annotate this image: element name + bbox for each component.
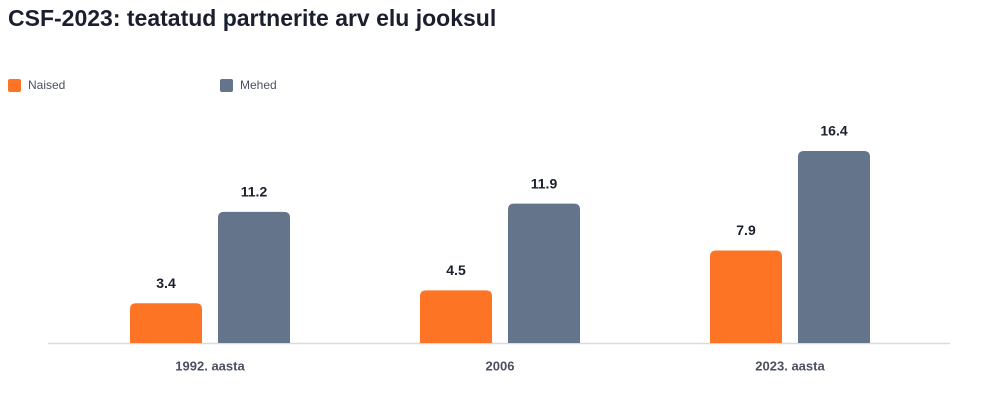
value-label: 4.5 bbox=[446, 262, 466, 278]
x-tick-label: 2023. aasta bbox=[755, 358, 825, 373]
value-label: 11.9 bbox=[531, 175, 558, 191]
bar bbox=[798, 151, 870, 343]
legend-swatch bbox=[220, 79, 233, 92]
value-label: 11.2 bbox=[241, 184, 268, 200]
bar bbox=[420, 290, 492, 343]
value-label: 7.9 bbox=[736, 222, 756, 238]
bar bbox=[218, 211, 290, 343]
bar bbox=[508, 203, 580, 343]
legend-swatch bbox=[8, 79, 21, 92]
x-tick-label: 1992. aasta bbox=[175, 358, 245, 373]
legend-label: Mehed bbox=[240, 78, 277, 92]
x-tick-label: 2006 bbox=[486, 358, 515, 373]
value-label: 16.4 bbox=[820, 123, 847, 139]
chart-title: CSF-2023: teatatud partnerite arv elu jo… bbox=[8, 5, 496, 31]
value-label: 3.4 bbox=[156, 275, 176, 291]
bar bbox=[130, 303, 202, 343]
bar bbox=[710, 250, 782, 343]
legend-label: Naised bbox=[28, 78, 65, 92]
